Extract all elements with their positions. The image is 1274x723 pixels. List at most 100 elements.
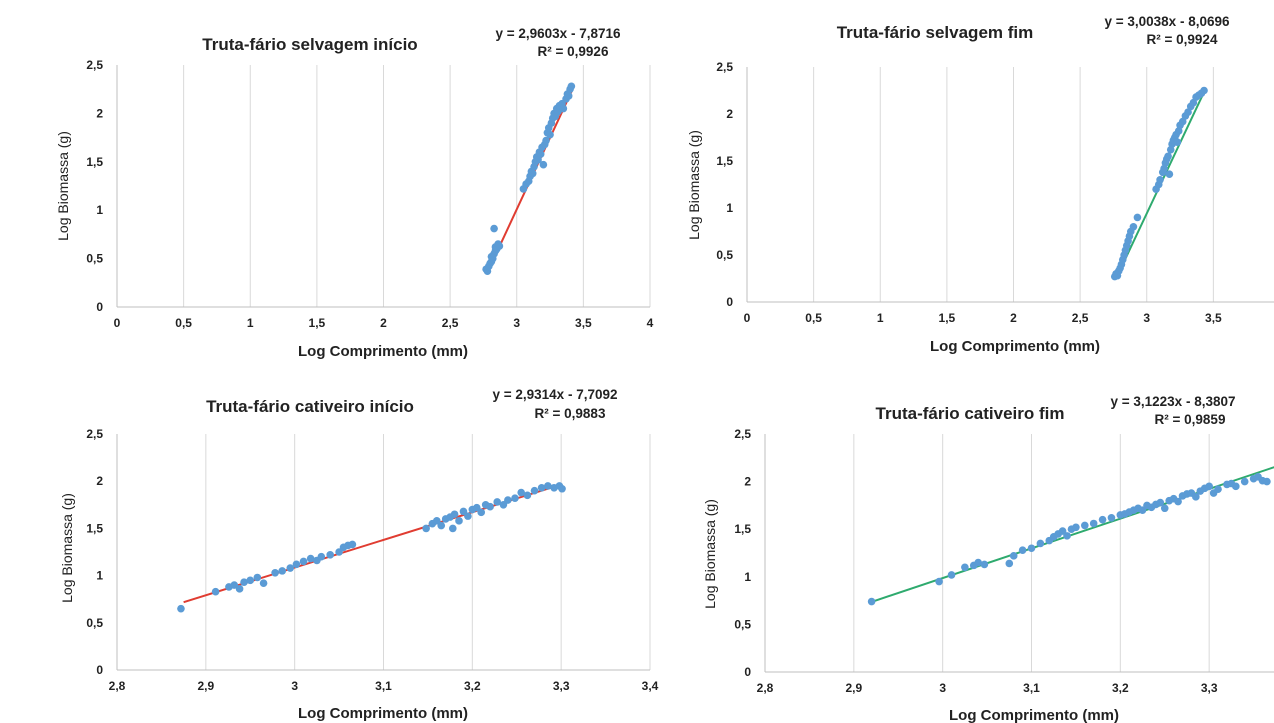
data-point: [542, 136, 550, 145]
data-point: [1160, 504, 1169, 513]
x-tick-label: 2,8: [757, 681, 774, 695]
data-point: [464, 512, 472, 520]
data-point: [1189, 98, 1198, 107]
data-point: [1018, 546, 1027, 554]
data-point: [1214, 485, 1222, 494]
x-tick-label: 0,5: [175, 316, 192, 330]
y-tick-label: 1: [96, 569, 103, 583]
data-point: [1036, 539, 1045, 548]
y-tick-label: 1: [744, 570, 751, 584]
data-point: [1138, 506, 1147, 514]
data-point: [422, 524, 430, 533]
x-tick-label: 2: [1010, 311, 1017, 325]
data-point: [546, 130, 554, 139]
chart-title: Truta-fário selvagem início: [202, 35, 417, 54]
x-tick-label: 3: [291, 679, 298, 693]
y-tick-label: 1: [726, 201, 733, 215]
data-point: [1063, 532, 1071, 540]
y-axis-title: Log Biomassa (g): [59, 493, 75, 603]
data-point: [240, 578, 248, 587]
x-tick-label: 0: [114, 316, 121, 330]
x-tick-label: 4: [647, 316, 654, 330]
trendline-equation: y = 2,9314x - 7,7092: [493, 387, 618, 402]
data-point: [326, 551, 335, 559]
y-axis-title: Log Biomassa (g): [55, 131, 71, 241]
x-axis-title: Log Comprimento (mm): [298, 705, 468, 722]
data-point: [455, 517, 463, 525]
data-point: [1164, 152, 1172, 161]
chart-cativeiro-inicio: 2,8 2,9 3 3,1 3,2 3,3 3,4 0 0,5 1 1,5 2 2,5 Truta-fár…: [59, 387, 659, 722]
data-point: [450, 510, 459, 519]
data-point: [286, 564, 295, 572]
chart-title: Truta-fário selvagem fim: [837, 23, 1034, 42]
data-point: [317, 552, 326, 561]
data-point: [448, 524, 457, 533]
trendline-equation: y = 2,9603x - 7,8716: [496, 26, 621, 41]
data-point: [961, 563, 969, 572]
data-point: [1133, 213, 1142, 222]
data-point: [517, 488, 525, 497]
chart-title: Truta-fário cativeiro início: [206, 397, 414, 416]
y-tick-label: 0: [96, 300, 103, 314]
y-tick-label: 1,5: [86, 155, 103, 169]
y-tick-label: 0: [744, 665, 751, 679]
data-point: [299, 557, 308, 566]
y-tick-label: 0,5: [86, 616, 103, 630]
x-tick-label: 3: [513, 316, 520, 330]
r-squared-label: R² = 0,9924: [1147, 32, 1218, 47]
data-point: [935, 577, 943, 586]
data-point: [1156, 498, 1165, 507]
chart-selvagem-fim: 0 0,5 1 1,5 2 2,5 3 3,5 0 0,5 1 1,5 2 2,5 Truta-fário …: [686, 14, 1274, 355]
x-tick-label: 3,1: [375, 679, 392, 693]
x-tick-label: 3,2: [1112, 681, 1129, 695]
data-point: [1240, 477, 1249, 486]
x-tick-label: 3,4: [642, 679, 659, 693]
data-point: [537, 484, 546, 492]
data-point: [1081, 521, 1089, 530]
data-point: [477, 508, 486, 517]
x-tick-label: 3,5: [1205, 311, 1222, 325]
data-point: [177, 604, 185, 613]
data-point: [486, 502, 494, 511]
data-point: [534, 156, 542, 164]
data-point: [544, 482, 552, 490]
y-tick-label: 2: [96, 474, 103, 488]
x-tick-label: 2,5: [442, 316, 459, 330]
y-tick-label: 0: [96, 663, 103, 677]
data-point: [1174, 497, 1182, 506]
data-point: [947, 571, 956, 579]
x-tick-label: 2,8: [109, 679, 126, 693]
x-tick-label: 2,5: [1072, 311, 1089, 325]
y-tick-label: 2: [96, 106, 103, 120]
data-point: [523, 491, 532, 500]
chart-selvagem-inicio: 0 0,5 1 1,5 2 2,5 3 3,5 4 0 0,5 1 1,5 2 2,5 Truta-fário…: [55, 26, 654, 360]
data-point: [1200, 86, 1208, 95]
x-tick-label: 3,2: [464, 679, 481, 693]
y-tick-label: 2: [726, 107, 733, 121]
r-squared-label: R² = 0,9926: [538, 44, 609, 59]
data-point: [1072, 523, 1080, 532]
r-squared-label: R² = 0,9859: [1155, 412, 1226, 427]
trendline-equation: y = 3,1223x - 8,3807: [1111, 394, 1236, 409]
r-squared-label: R² = 0,9883: [535, 406, 606, 421]
data-point: [974, 558, 982, 567]
data-point: [1263, 477, 1271, 486]
data-point: [1129, 223, 1138, 231]
x-tick-label: 3,3: [553, 679, 570, 693]
x-tick-label: 2: [380, 316, 387, 330]
y-tick-label: 2,5: [734, 427, 751, 441]
data-point: [253, 573, 262, 582]
data-point: [437, 521, 446, 530]
y-tick-label: 0,5: [86, 252, 103, 266]
data-point: [259, 579, 268, 587]
data-point: [564, 92, 573, 100]
data-point: [528, 169, 537, 178]
y-tick-label: 1: [96, 203, 103, 217]
x-axis-title: Log Comprimento (mm): [298, 343, 468, 360]
data-point: [292, 560, 301, 569]
data-point: [1058, 527, 1067, 535]
data-point: [1027, 544, 1036, 553]
data-point: [1005, 559, 1014, 568]
data-point: [271, 568, 279, 577]
data-point: [1232, 482, 1240, 491]
